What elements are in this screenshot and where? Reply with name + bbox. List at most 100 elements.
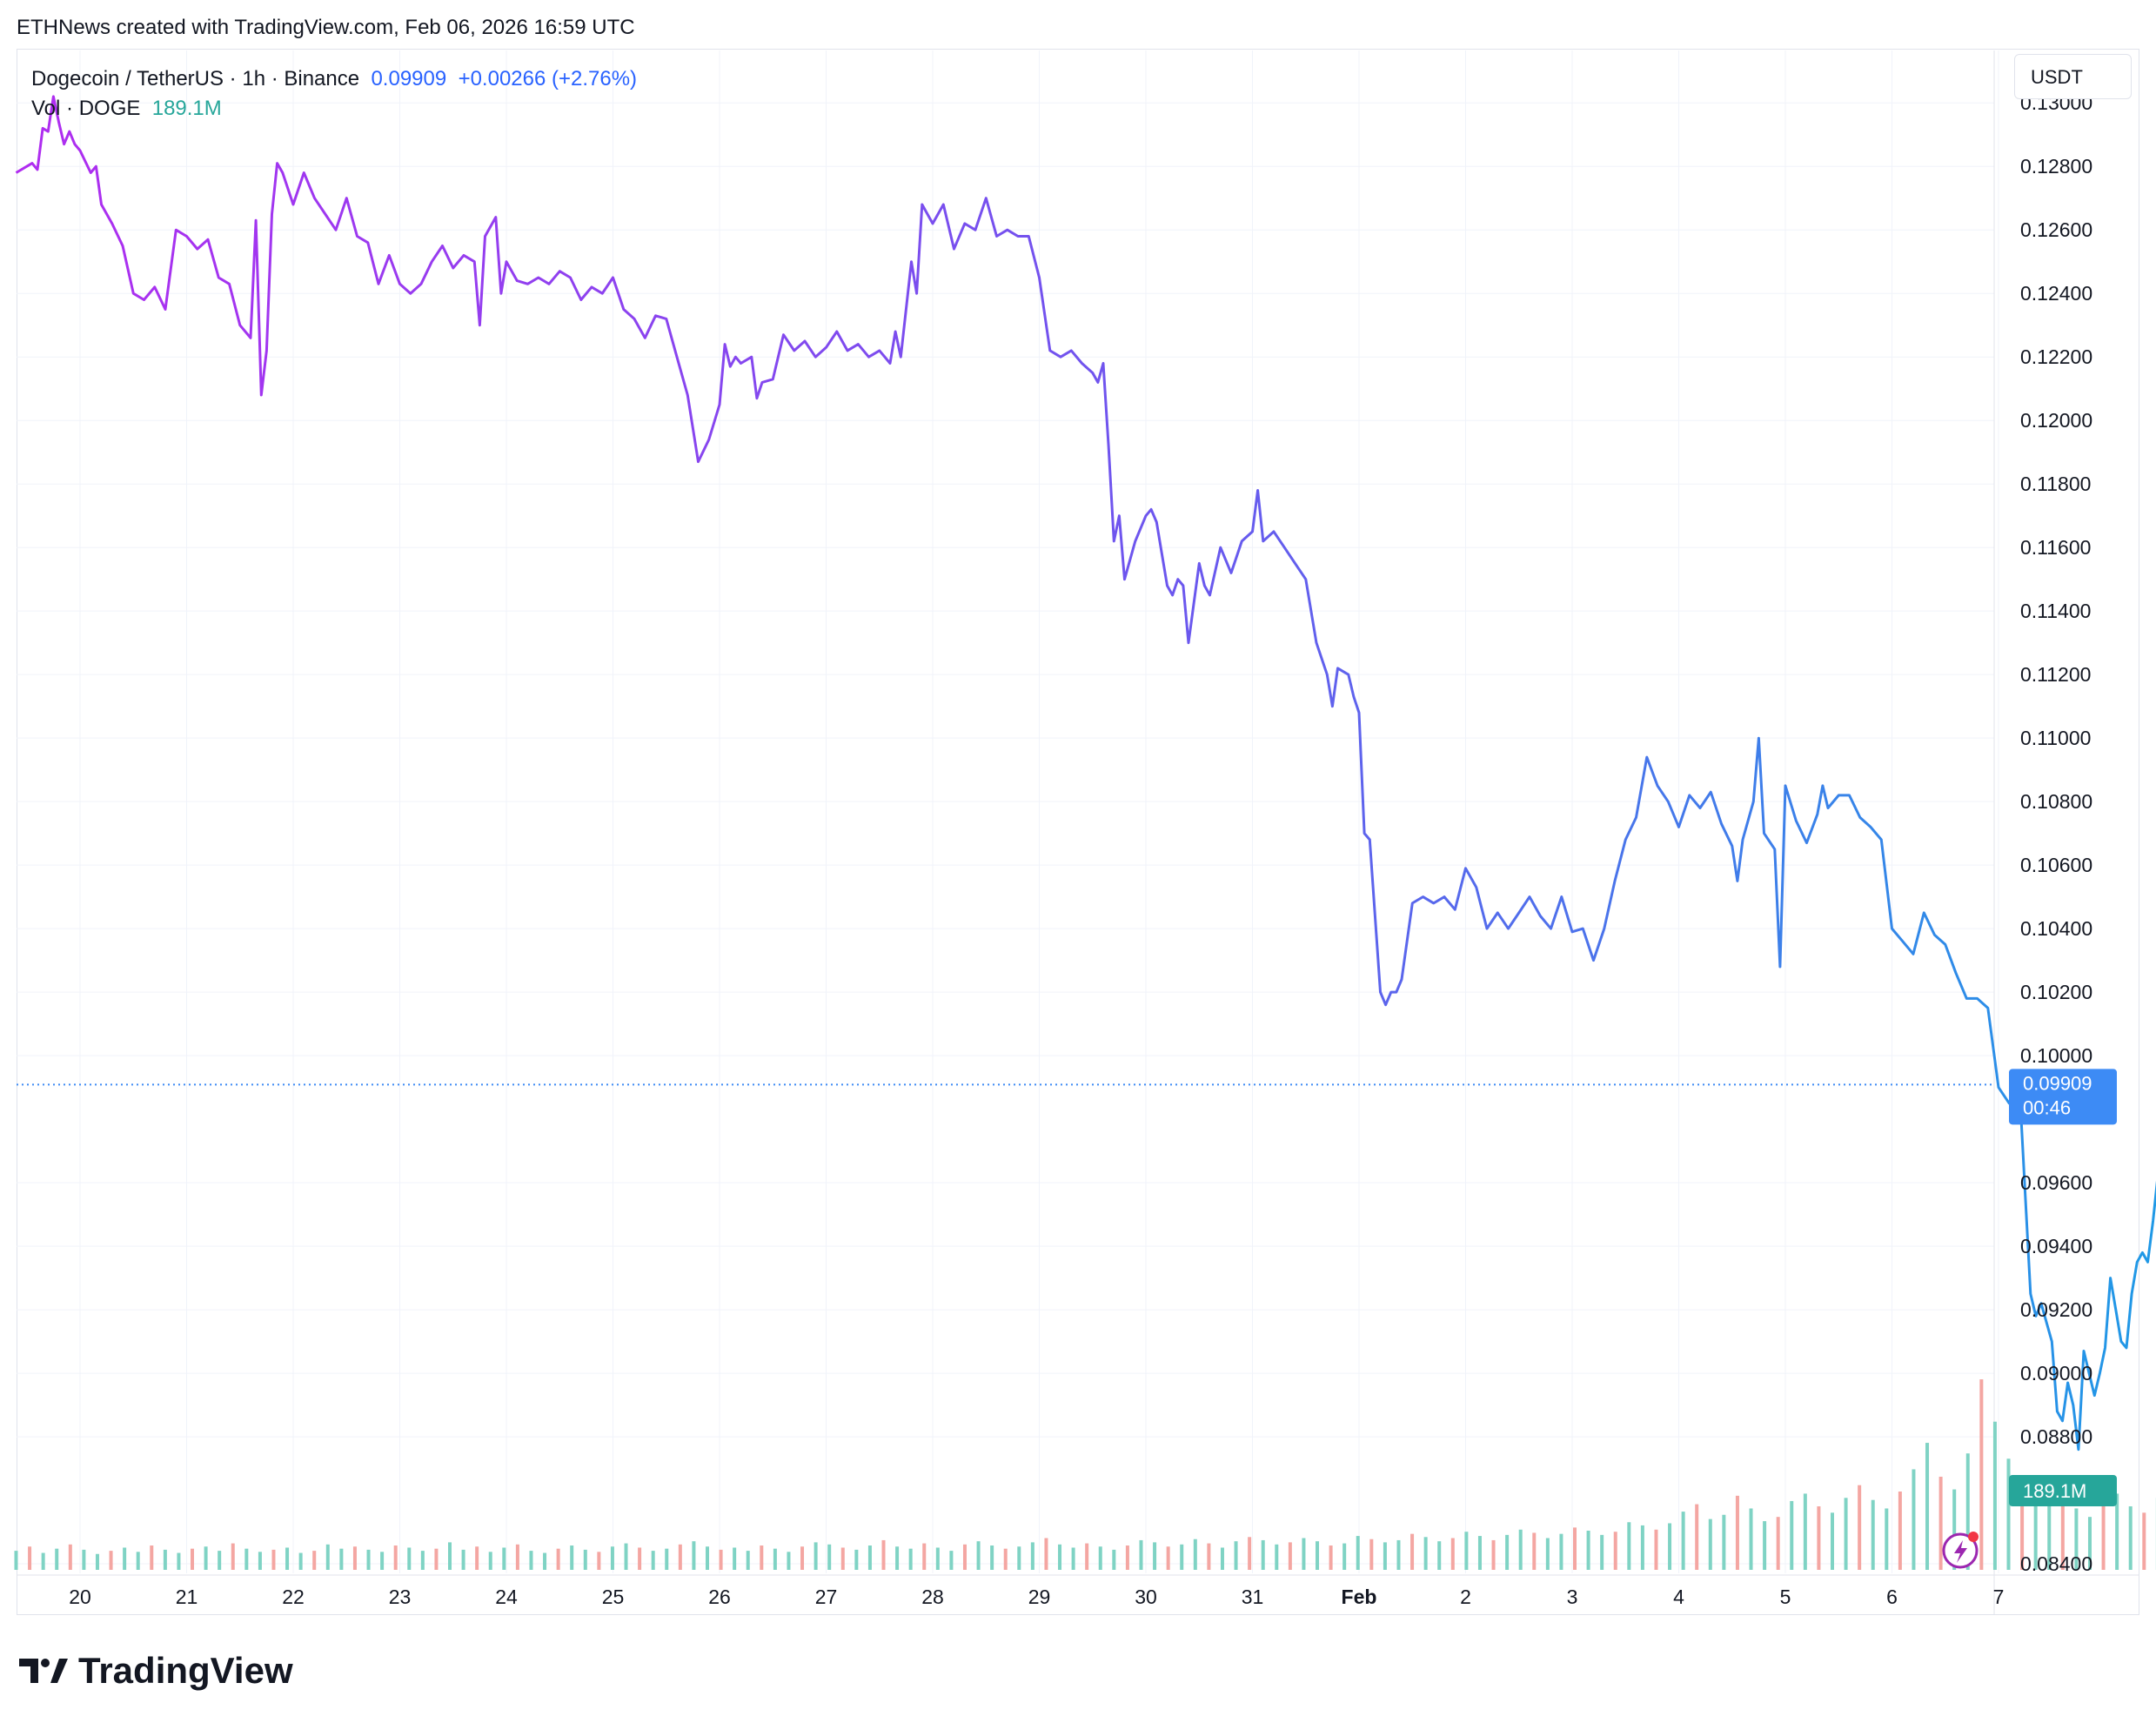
volume-bar [1234,1541,1238,1570]
price-tick-label: 0.10600 [2020,854,2092,876]
time-tick-label: 2 [1460,1586,1471,1608]
volume-bar [760,1545,764,1570]
price-tick-label: 0.12000 [2020,409,2092,432]
volume-bar [1248,1537,1252,1570]
volume-bar [1003,1548,1008,1570]
volume-bar [2087,1517,2092,1570]
volume-bar [787,1552,791,1570]
volume-bar [1207,1543,1211,1570]
volume-bar [1830,1512,1834,1570]
last-price-tag [2009,1069,2117,1125]
volume-bar [1450,1538,1455,1570]
time-tick-label: 3 [1567,1586,1578,1608]
volume-bar [773,1548,777,1570]
price-tick-label: 0.09000 [2020,1362,2092,1384]
volume-bar [583,1549,587,1570]
lightning-icon[interactable] [1942,1532,1979,1569]
volume-bar [1573,1527,1577,1570]
volume-bar [191,1548,195,1570]
volume-bar [1803,1493,1807,1570]
volume-bar [827,1544,832,1570]
time-tick-label: 7 [1993,1586,2005,1608]
chart-frame[interactable] [17,49,2139,1615]
volume-bar [840,1547,845,1570]
volume-bar [2074,1508,2079,1570]
volume-bar [204,1546,208,1570]
volume-bar [1518,1529,1523,1570]
volume-bar [244,1548,249,1570]
volume-bar [82,1549,86,1570]
volume-bar [1613,1532,1617,1570]
volume-bar [719,1549,723,1570]
volume-bar [746,1551,750,1570]
time-tick-label: 29 [1028,1586,1051,1608]
volume-bar [2033,1495,2038,1570]
volume-bar [1532,1532,1537,1570]
volume-bar [908,1548,913,1570]
volume-bar [922,1543,927,1570]
volume-bar [448,1542,452,1570]
volume-bar [570,1545,574,1570]
volume-bar [1654,1529,1658,1570]
time-tick-label: 4 [1673,1586,1684,1608]
price-tick-label: 0.11200 [2020,663,2091,686]
volume-bar [1017,1546,1021,1570]
volume-bar [1030,1542,1034,1570]
last-price-tag-value: 0.09909 [2023,1072,2092,1094]
volume-bar [150,1545,154,1570]
time-tick-label: 6 [1886,1586,1898,1608]
volume-bar [475,1546,479,1570]
legend-price: 0.09909 [371,67,447,91]
volume-bar [434,1548,439,1570]
volume-bar [312,1551,317,1570]
time-tick-label: 24 [495,1586,518,1608]
volume-bar [1153,1542,1157,1570]
volume-bar [339,1548,344,1570]
volume-bar [1437,1541,1442,1570]
currency-selector[interactable]: USDT [2014,54,2132,99]
volume-bar [218,1551,222,1570]
price-tick-label: 0.11400 [2020,600,2091,622]
volume-bar [1288,1542,1292,1570]
volume-bar [1545,1538,1550,1570]
volume-bar [1749,1508,1753,1570]
volume-bar [28,1546,32,1570]
volume-bar [14,1551,18,1570]
price-tick-label: 0.08800 [2020,1425,2092,1448]
legend-symbol[interactable]: Dogecoin / TetherUS · 1h · Binance [31,67,360,91]
volume-bar [1491,1539,1496,1570]
volume-bar [1858,1485,1862,1570]
volume-bar [407,1547,412,1570]
volume-bar [1396,1539,1401,1570]
volume-bar [949,1551,954,1570]
volume-bar [962,1544,967,1570]
volume-bar [352,1546,357,1570]
volume-bar [271,1549,276,1570]
volume-bar [854,1549,859,1570]
volume-bar [1044,1538,1048,1570]
volume-bar [1600,1534,1604,1570]
volume-bar [976,1541,981,1570]
volume-bar [624,1543,628,1570]
volume-bar [325,1544,330,1570]
volume-bar [733,1547,737,1570]
legend-volume-label[interactable]: Vol · DOGE [31,97,141,120]
time-tick-label: 21 [176,1586,198,1608]
price-tick-label: 0.10800 [2020,790,2092,813]
volume-bar [380,1552,385,1570]
volume-tag [2009,1475,2117,1506]
brand[interactable]: TradingView [19,1650,293,1692]
volume-bar [705,1546,709,1570]
price-tick-label: 0.09200 [2020,1298,2092,1321]
volume-bar [895,1546,900,1570]
time-tick-label: 27 [815,1586,838,1608]
volume-bar [41,1552,45,1570]
volume-bar [1464,1532,1469,1570]
volume-bar [597,1552,601,1570]
tradingview-logo-icon [19,1659,68,1683]
price-line[interactable] [15,95,2156,1451]
price-tick-label: 0.11600 [2020,536,2091,559]
price-tick-label: 0.09400 [2020,1235,2092,1257]
time-tick-label: 5 [1780,1586,1791,1608]
